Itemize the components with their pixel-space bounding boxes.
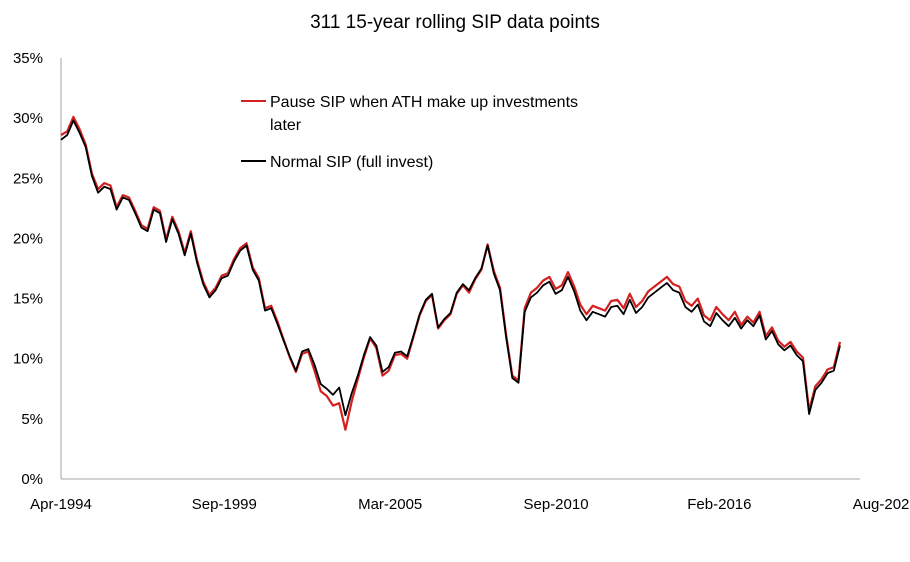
series-line-normal-sip — [60, 119, 841, 417]
x-axis-tick-labels: Apr-1994 Sep-1999 Mar-2005 Sep-2010 Feb-2016… — [30, 496, 910, 513]
y-tick-label: 5% — [21, 411, 43, 428]
y-tick-label: 10% — [13, 351, 43, 368]
x-tick-label: Feb-2016 — [687, 496, 751, 513]
y-tick-label: 0% — [21, 471, 43, 488]
series-lines — [60, 115, 842, 431]
series-line-pause-sip — [60, 115, 842, 431]
y-tick-label: 15% — [13, 291, 43, 308]
x-tick-label: Sep-2010 — [524, 496, 589, 513]
x-tick-label: Aug-2021 — [853, 496, 910, 513]
y-tick-label: 20% — [13, 230, 43, 247]
chart-title: 311 15-year rolling SIP data points — [310, 12, 600, 33]
legend-label-pause-sip-line2: later — [270, 117, 302, 134]
legend-label-pause-sip-line1: Pause SIP when ATH make up investments — [270, 94, 578, 111]
x-tick-label: Sep-1999 — [192, 496, 257, 513]
x-tick-label: Apr-1994 — [30, 496, 92, 513]
legend: Pause SIP when ATH make up investments l… — [241, 94, 582, 171]
y-axis-tick-labels: 0% 5% 10% 15% 20% 25% 30% 35% — [13, 50, 43, 488]
y-tick-label: 35% — [13, 50, 43, 67]
x-tick-label: Mar-2005 — [358, 496, 422, 513]
y-tick-label: 30% — [13, 110, 43, 127]
legend-label-normal-sip: Normal SIP (full invest) — [270, 154, 433, 171]
legend-label-pause-sip: Pause SIP when ATH make up investments l… — [270, 94, 582, 134]
y-tick-label: 25% — [13, 170, 43, 187]
